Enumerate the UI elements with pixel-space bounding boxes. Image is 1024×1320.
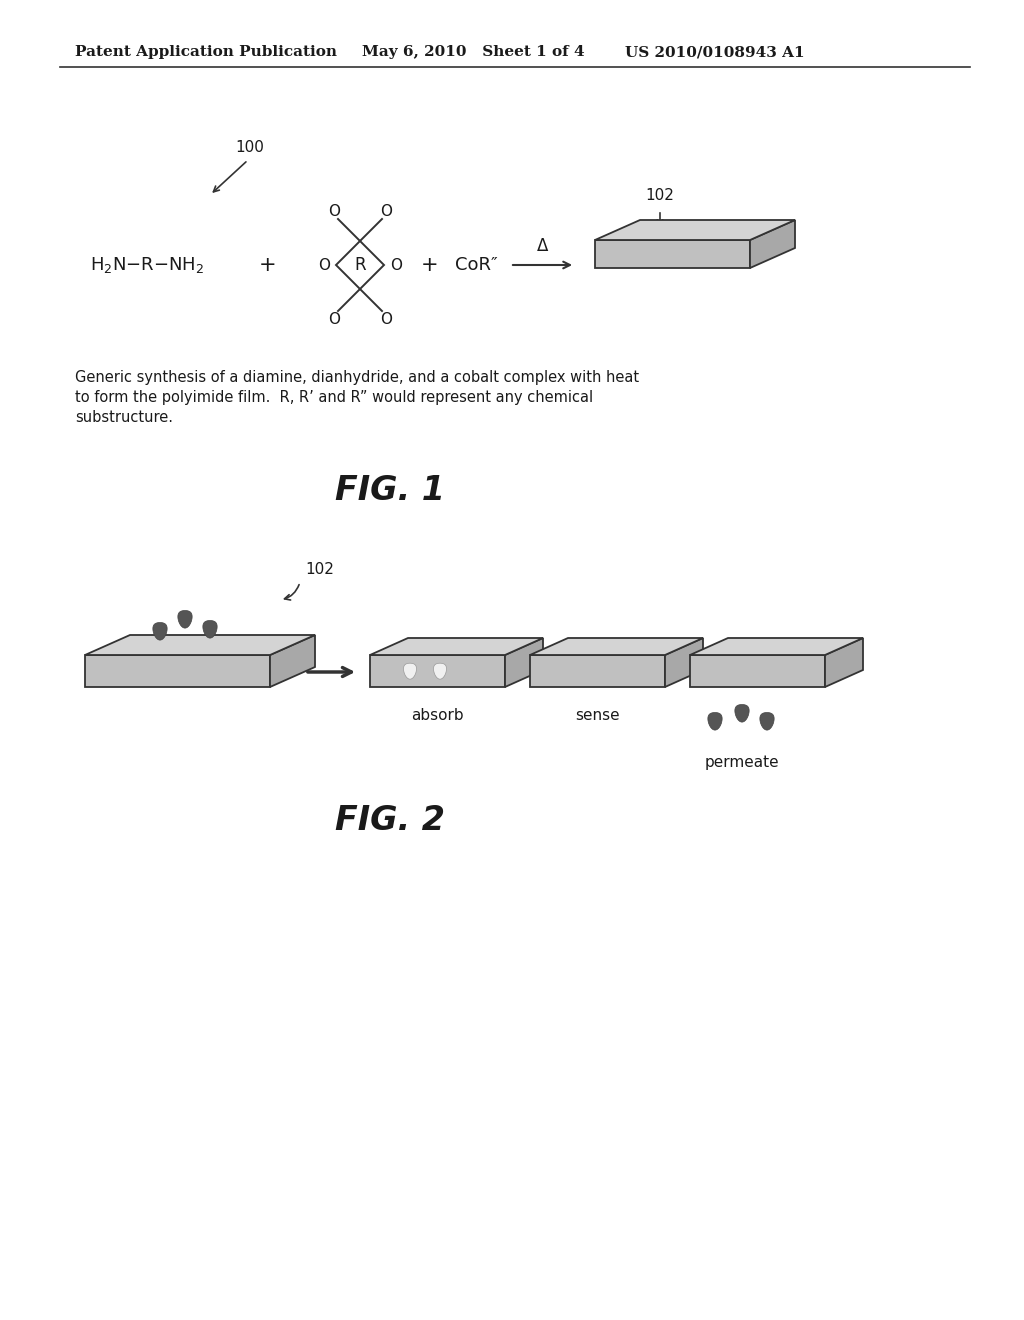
Polygon shape bbox=[595, 240, 750, 268]
Text: O: O bbox=[380, 203, 392, 219]
Text: sense: sense bbox=[574, 708, 620, 723]
Text: Δ: Δ bbox=[537, 238, 548, 255]
Text: FIG. 1: FIG. 1 bbox=[335, 474, 445, 507]
Polygon shape bbox=[85, 655, 270, 686]
Text: Patent Application Publication: Patent Application Publication bbox=[75, 45, 337, 59]
Text: O: O bbox=[390, 257, 402, 272]
Polygon shape bbox=[708, 713, 722, 730]
Polygon shape bbox=[403, 663, 417, 680]
Text: Generic synthesis of a diamine, dianhydride, and a cobalt complex with heat: Generic synthesis of a diamine, dianhydr… bbox=[75, 370, 639, 385]
Text: O: O bbox=[328, 203, 340, 219]
Polygon shape bbox=[690, 655, 825, 686]
Polygon shape bbox=[530, 638, 703, 655]
Polygon shape bbox=[690, 638, 863, 655]
Polygon shape bbox=[735, 705, 750, 722]
Text: to form the polyimide film.  R, R’ and R” would represent any chemical: to form the polyimide film. R, R’ and R”… bbox=[75, 389, 593, 405]
Polygon shape bbox=[203, 620, 217, 638]
Text: May 6, 2010   Sheet 1 of 4: May 6, 2010 Sheet 1 of 4 bbox=[362, 45, 585, 59]
Polygon shape bbox=[370, 638, 543, 655]
Text: substructure.: substructure. bbox=[75, 411, 173, 425]
Text: $\mathsf{H_2N{-}R{-}NH_2}$: $\mathsf{H_2N{-}R{-}NH_2}$ bbox=[90, 255, 204, 275]
Polygon shape bbox=[270, 635, 315, 686]
Polygon shape bbox=[750, 220, 795, 268]
Text: permeate: permeate bbox=[705, 755, 779, 770]
Text: CoR″: CoR″ bbox=[455, 256, 498, 275]
Polygon shape bbox=[370, 655, 505, 686]
Polygon shape bbox=[178, 611, 193, 628]
Text: O: O bbox=[328, 312, 340, 326]
Polygon shape bbox=[336, 242, 384, 289]
Text: +: + bbox=[259, 255, 276, 275]
Polygon shape bbox=[433, 663, 446, 680]
Polygon shape bbox=[153, 623, 167, 640]
Text: 102: 102 bbox=[305, 562, 334, 578]
Polygon shape bbox=[85, 635, 315, 655]
Text: 102: 102 bbox=[645, 187, 674, 202]
Polygon shape bbox=[505, 638, 543, 686]
Polygon shape bbox=[595, 220, 795, 240]
Polygon shape bbox=[760, 713, 774, 730]
Text: FIG. 2: FIG. 2 bbox=[335, 804, 445, 837]
Text: US 2010/0108943 A1: US 2010/0108943 A1 bbox=[625, 45, 805, 59]
Text: O: O bbox=[380, 312, 392, 326]
Text: +: + bbox=[421, 255, 439, 275]
Text: 100: 100 bbox=[234, 140, 264, 156]
Text: O: O bbox=[318, 257, 330, 272]
Polygon shape bbox=[665, 638, 703, 686]
Text: absorb: absorb bbox=[411, 708, 463, 723]
Polygon shape bbox=[825, 638, 863, 686]
Polygon shape bbox=[530, 655, 665, 686]
Text: R: R bbox=[354, 256, 366, 275]
